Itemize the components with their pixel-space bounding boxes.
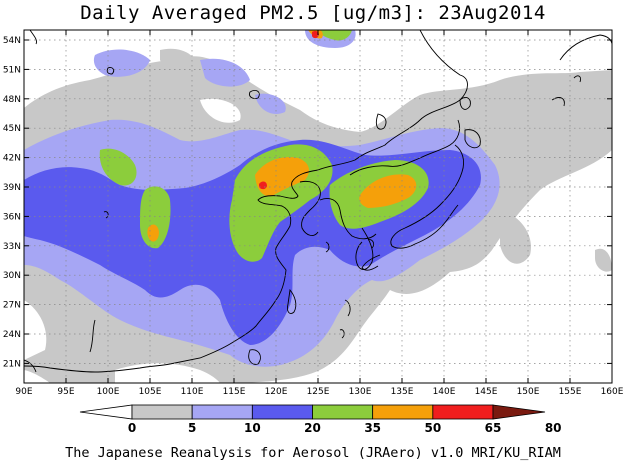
colorbar-label: 35 xyxy=(364,421,381,435)
concentration-65-80 xyxy=(259,31,319,190)
lon-label: 130E xyxy=(349,387,372,397)
lat-label: 51N xyxy=(3,65,21,75)
lat-label: 33N xyxy=(3,242,21,252)
concentration-below-5 xyxy=(24,98,612,383)
lon-label: 95E xyxy=(57,387,74,397)
lat-label: 48N xyxy=(3,95,21,105)
concentration-50-65 xyxy=(147,30,417,242)
lon-label: 140E xyxy=(433,387,456,397)
colorbar-label: 0 xyxy=(128,421,136,435)
lon-label: 155E xyxy=(559,387,582,397)
colorbar-segment xyxy=(79,404,133,420)
colorbar-segment xyxy=(131,404,193,420)
colorbar-label: 65 xyxy=(485,421,502,435)
lon-label: 150E xyxy=(517,387,540,397)
colorbar-label: 20 xyxy=(304,421,321,435)
gridlines xyxy=(24,30,612,383)
colorbar-label: 50 xyxy=(424,421,441,435)
colorbar-segment xyxy=(432,404,494,420)
lat-label: 42N xyxy=(3,154,21,164)
lat-label: 36N xyxy=(3,212,21,222)
lat-label: 24N xyxy=(3,330,21,340)
lon-label: 160E xyxy=(601,387,624,397)
lat-label: 30N xyxy=(3,271,21,281)
lon-label: 145E xyxy=(475,387,498,397)
lon-label: 100E xyxy=(97,387,120,397)
lat-label: 27N xyxy=(3,301,21,311)
lon-label: 90E xyxy=(15,387,32,397)
lon-label: 125E xyxy=(307,387,330,397)
lat-label: 45N xyxy=(3,124,21,134)
colorbar-label: 80 xyxy=(545,421,562,435)
lon-label: 120E xyxy=(265,387,288,397)
lat-label: 39N xyxy=(3,183,21,193)
lon-label: 115E xyxy=(223,387,246,397)
colorbar-label: 5 xyxy=(188,421,196,435)
lat-label: 21N xyxy=(3,359,21,369)
colorbar-segment xyxy=(312,404,374,420)
lon-label: 110E xyxy=(181,387,204,397)
coastlines xyxy=(24,30,612,373)
lon-label: 105E xyxy=(139,387,162,397)
latitude-labels: 54N 51N 48N 45N 42N 39N 36N 33N 30N 27N 24N 21N xyxy=(3,36,612,369)
colorbar: 0 5 10 20 35 50 65 80 xyxy=(79,404,562,435)
colorbar-segment xyxy=(492,404,546,420)
colorbar-label: 10 xyxy=(244,421,261,435)
credit-line: The Japanese Reanalysis for Aerosol (JRA… xyxy=(65,445,561,461)
longitude-labels: 90E 95E 100E 105E 110E 115E 120E 125E 130E 135E 14… xyxy=(15,30,624,397)
map-title: Daily Averaged PM2.5 [ug/m3]: 23Aug2014 xyxy=(80,2,546,24)
lon-label: 135E xyxy=(391,387,414,397)
colorbar-segment xyxy=(372,404,434,420)
lat-label: 54N xyxy=(3,36,21,46)
colorbar-segment xyxy=(251,404,313,420)
colorbar-segment xyxy=(191,404,253,420)
